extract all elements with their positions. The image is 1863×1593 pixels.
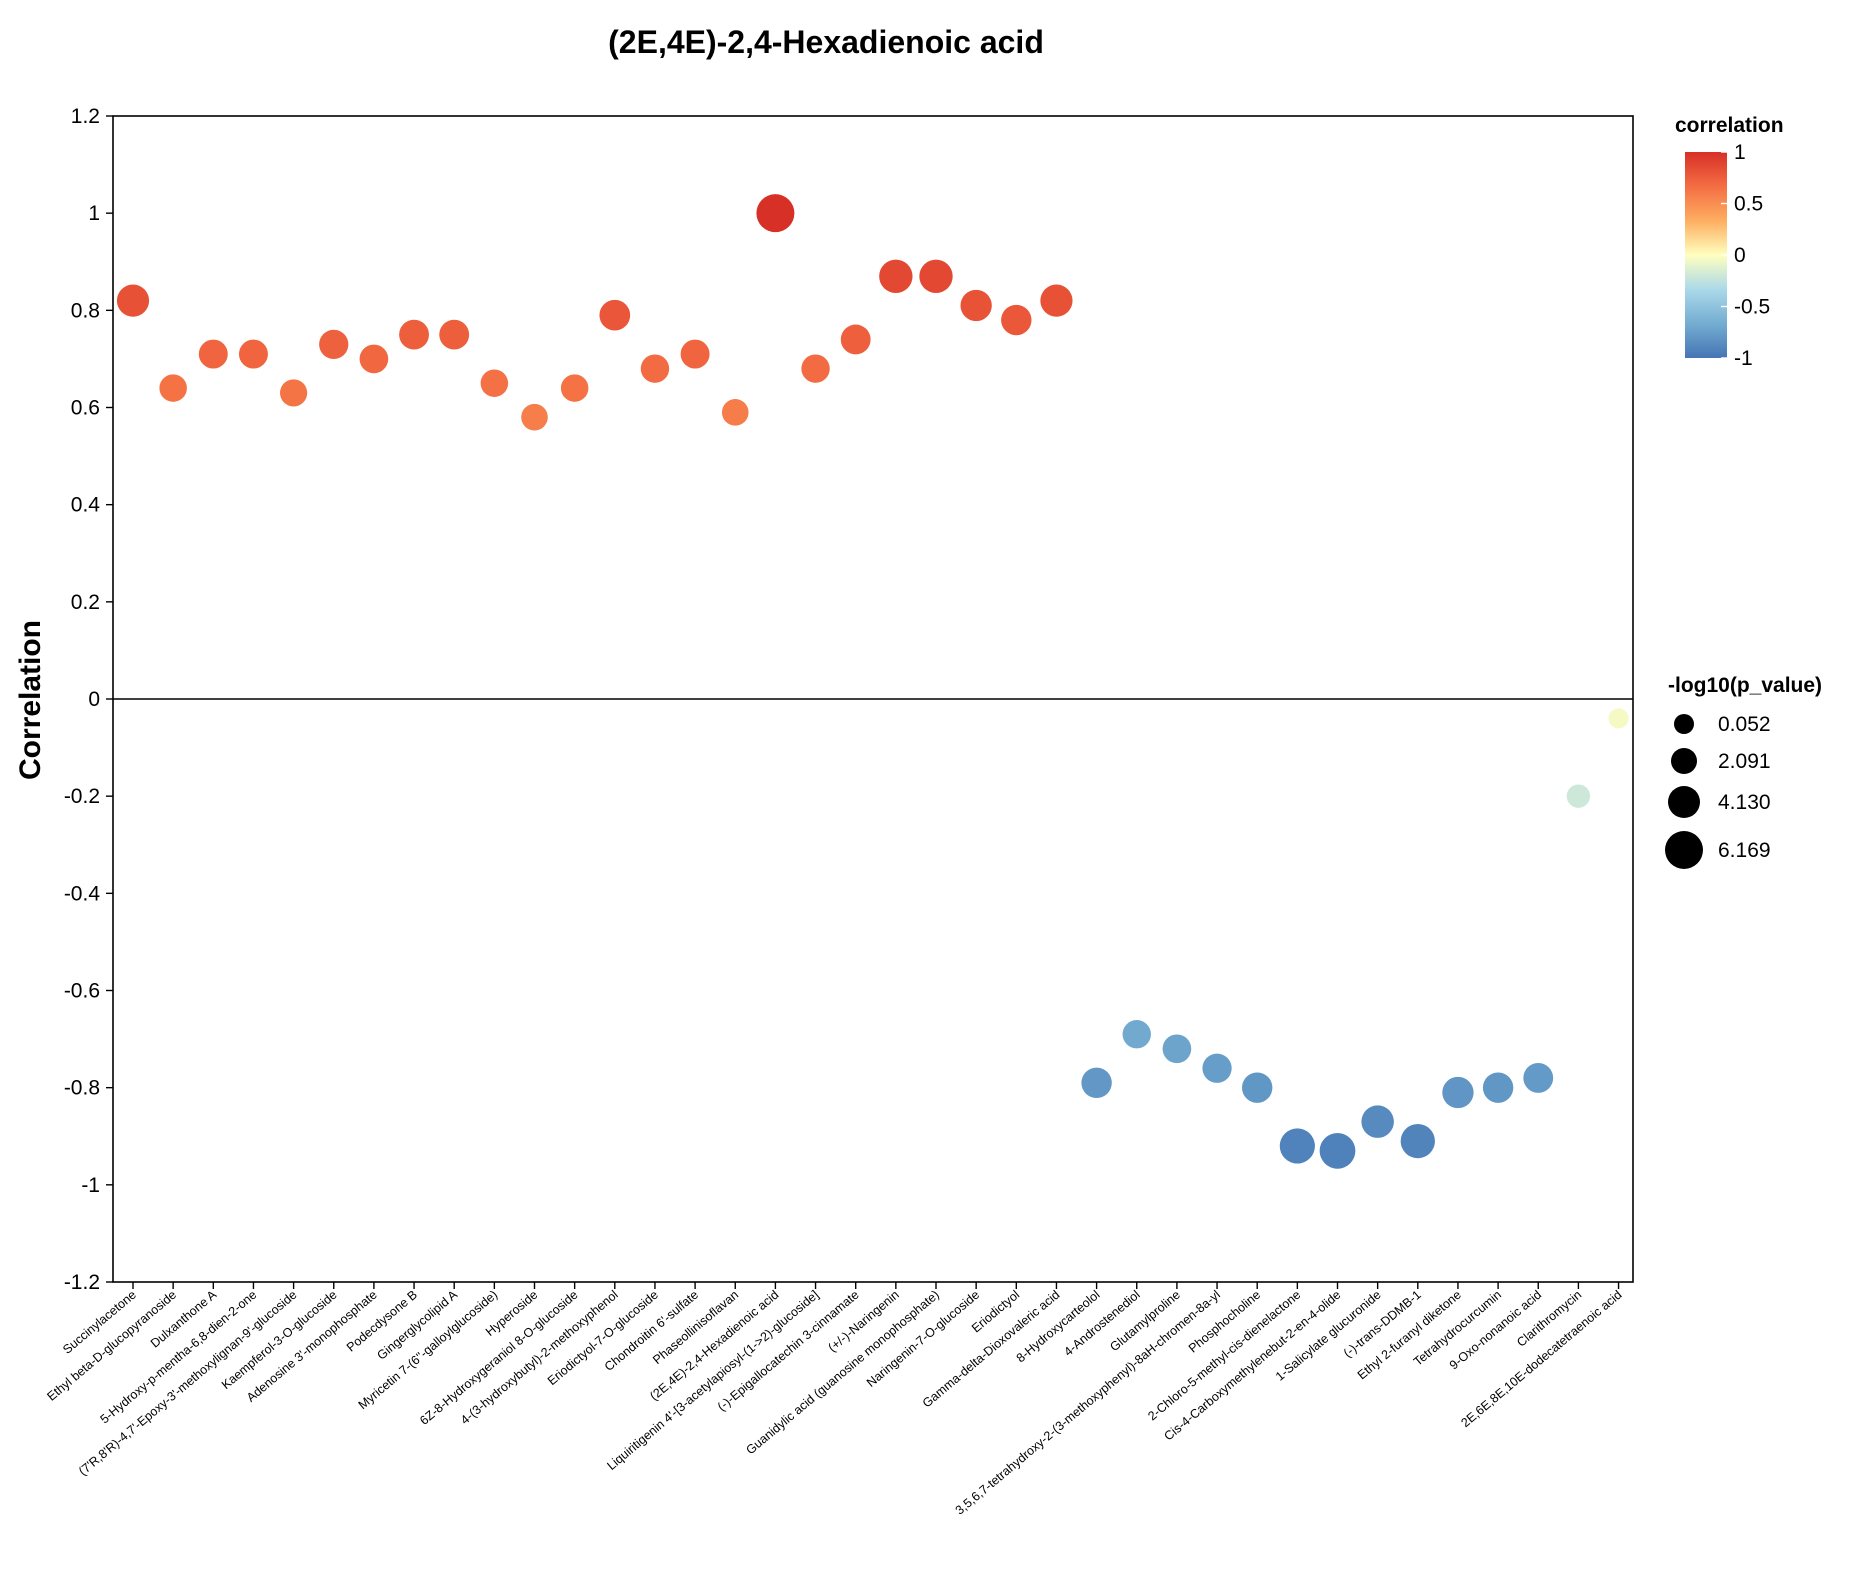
data-point (399, 319, 429, 350)
color-gradient-bar (1685, 152, 1727, 358)
y-tick-label: -0.2 (64, 785, 100, 808)
y-tick-label: 0.2 (71, 591, 100, 614)
size-legend-circle (1668, 786, 1700, 818)
plot-area (112, 115, 1634, 1283)
data-point (1202, 1053, 1232, 1083)
size-legend-circle (1674, 714, 1694, 734)
data-point (1482, 1072, 1514, 1103)
size-legend-label: 0.052 (1718, 713, 1771, 736)
size-legend-label: 2.091 (1718, 750, 1771, 773)
color-legend-label: -0.5 (1734, 296, 1770, 319)
color-legend-label: 0 (1734, 244, 1746, 267)
size-legend-label: 6.169 (1718, 839, 1771, 862)
y-tick-label: 1.2 (71, 105, 100, 128)
data-point (919, 259, 953, 294)
data-point (319, 329, 349, 359)
color-legend: correlation 1 0.5 0 -0.5 -1 (1675, 114, 1784, 370)
size-legend-label: 4.130 (1718, 791, 1771, 814)
data-point (521, 403, 548, 431)
y-tick-label: -0.8 (64, 1077, 100, 1100)
data-point (1040, 284, 1073, 317)
data-point (1319, 1132, 1356, 1169)
color-legend-title: correlation (1675, 114, 1784, 137)
data-point (960, 289, 992, 322)
data-point (879, 259, 913, 294)
data-point (116, 284, 150, 317)
data-point (1001, 304, 1032, 336)
data-point (1081, 1067, 1112, 1099)
data-point (279, 379, 308, 407)
chart-title: (2E,4E)-2,4-Hexadienoic acid (608, 24, 1044, 60)
data-point (640, 354, 670, 383)
size-legend: -log10(p_value) 0.052 2.091 4.130 6.169 (1665, 674, 1822, 869)
color-legend-label: 1 (1734, 141, 1746, 164)
y-tick-label: -0.6 (64, 980, 100, 1003)
data-point (801, 354, 830, 383)
size-legend-title: -log10(p_value) (1668, 674, 1822, 697)
data-point (1400, 1123, 1435, 1159)
y-axis-label: Correlation (14, 620, 47, 780)
data-point (359, 344, 389, 374)
size-legend-circle (1671, 748, 1697, 774)
data-point (1361, 1105, 1394, 1138)
y-tick-label: -0.4 (64, 882, 101, 905)
data-point (1523, 1063, 1554, 1093)
data-point (721, 399, 749, 426)
y-tick-label: 0 (88, 688, 100, 711)
data-point (680, 339, 710, 369)
data-point (1566, 784, 1591, 808)
y-axis: 1.2 1 0.8 0.6 0.4 0.2 0 -0.2 -0.4 -0.6 -0.8 -1 -1.2 (64, 105, 113, 1294)
data-point (1122, 1020, 1151, 1049)
y-tick-label: 0.4 (71, 494, 101, 517)
data-point (480, 369, 509, 397)
y-tick-label: 1 (88, 202, 100, 225)
color-legend-label: -1 (1734, 347, 1753, 370)
data-point (1241, 1072, 1273, 1103)
data-point (1162, 1034, 1192, 1064)
data-point (599, 299, 631, 331)
data-point (756, 194, 795, 233)
size-legend-circle (1665, 831, 1703, 869)
data-point (1279, 1128, 1315, 1164)
y-tick-label: -1.2 (64, 1271, 100, 1294)
y-tick-label: 0.8 (71, 299, 100, 322)
color-legend-label: 0.5 (1734, 193, 1763, 216)
y-tick-label: 0.6 (71, 397, 100, 420)
data-point (159, 374, 187, 402)
data-point (198, 339, 228, 369)
data-point (1442, 1076, 1474, 1109)
data-point (560, 374, 589, 402)
data-point (840, 324, 871, 355)
data-point (439, 319, 470, 350)
data-point (238, 339, 268, 369)
y-tick-label: -1 (81, 1174, 100, 1197)
data-point (1608, 708, 1629, 729)
